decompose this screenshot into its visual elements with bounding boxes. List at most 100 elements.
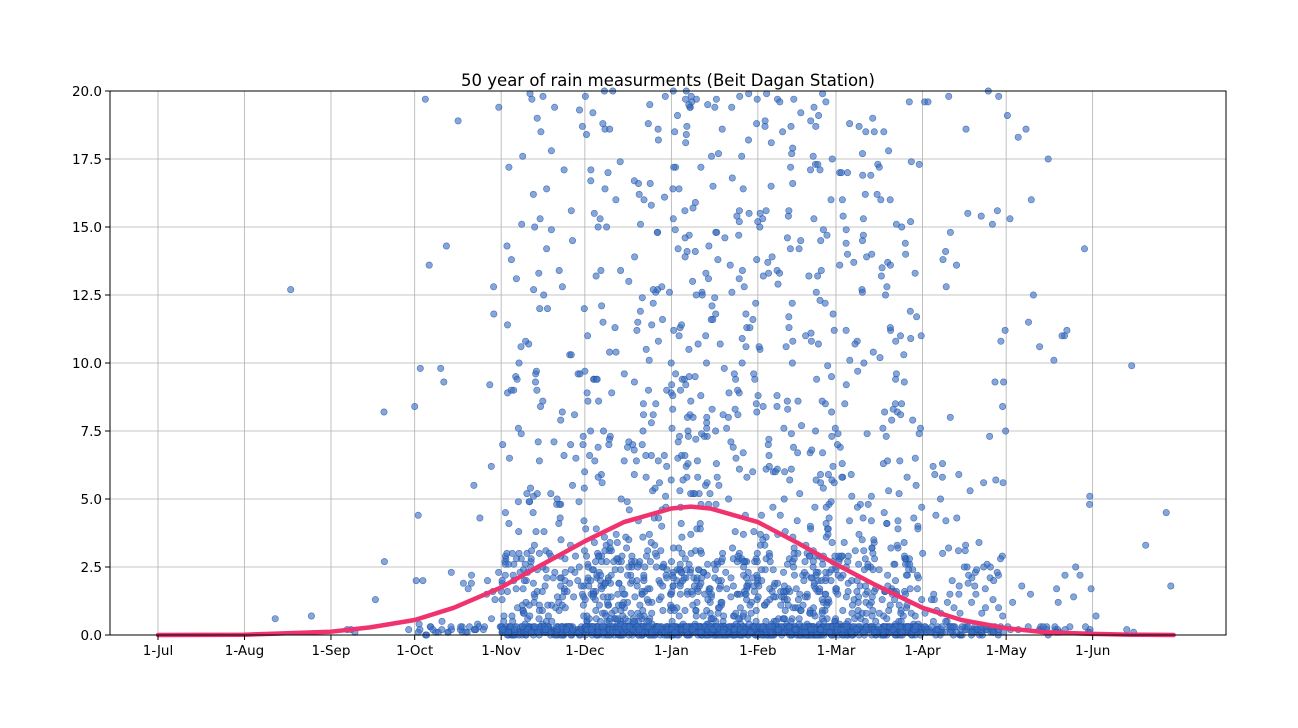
scatter-point — [689, 277, 697, 285]
scatter-point — [913, 313, 921, 321]
scatter-point — [953, 514, 961, 522]
scatter-point — [711, 566, 719, 574]
scatter-point — [438, 626, 446, 634]
scatter-point — [907, 218, 915, 226]
scatter-point — [499, 626, 507, 634]
scatter-point — [528, 95, 536, 103]
scatter-point — [617, 566, 625, 574]
scatter-point — [753, 408, 761, 416]
scatter-point — [503, 389, 511, 397]
scatter-point — [570, 593, 578, 601]
scatter-point — [698, 291, 706, 299]
x-tick-label: 1-May — [985, 643, 1026, 659]
scatter-point — [642, 451, 650, 459]
scatter-point — [560, 451, 568, 459]
scatter-point — [1070, 593, 1078, 601]
scatter-point — [735, 231, 743, 239]
y-tick-label: 12.5 — [72, 288, 102, 304]
scatter-point — [551, 103, 559, 111]
scatter-point — [595, 397, 603, 405]
scatter-point — [613, 538, 621, 546]
scatter-point — [674, 245, 682, 253]
scatter-point — [533, 114, 541, 122]
scatter-point — [687, 490, 695, 498]
scatter-point — [864, 500, 872, 508]
scatter-point — [599, 318, 607, 326]
scatter-point — [535, 457, 543, 465]
scatter-point — [725, 389, 733, 397]
scatter-point — [519, 585, 527, 593]
scatter-point — [594, 443, 602, 451]
scatter-point — [437, 364, 445, 372]
scatter-point — [1058, 332, 1066, 340]
scatter-point — [438, 617, 446, 625]
scatter-point — [635, 190, 643, 198]
scatter-point — [511, 626, 519, 634]
scatter-point — [575, 563, 583, 571]
scatter-point — [904, 623, 912, 631]
scatter-point — [709, 182, 717, 190]
scatter-point — [670, 163, 678, 171]
scatter-point — [589, 593, 597, 601]
scatter-point — [634, 318, 642, 326]
scatter-point — [978, 609, 986, 617]
scatter-point — [814, 272, 822, 280]
scatter-point — [459, 579, 467, 587]
scatter-point — [577, 582, 585, 590]
scatter-point — [614, 615, 622, 623]
scatter-point — [838, 196, 846, 204]
scatter-point — [709, 615, 717, 623]
scatter-point — [728, 103, 736, 111]
scatter-point — [825, 514, 833, 522]
scatter-point — [676, 590, 684, 598]
scatter-point — [498, 596, 506, 604]
scatter-point — [1029, 291, 1037, 299]
scatter-point — [886, 261, 894, 269]
scatter-point — [863, 430, 871, 438]
scatter-point — [557, 416, 565, 424]
scatter-point — [734, 386, 742, 394]
scatter-point — [558, 408, 566, 416]
scatter-point — [811, 503, 819, 511]
scatter-point — [694, 473, 702, 481]
scatter-point — [881, 291, 889, 299]
scatter-point — [774, 579, 782, 587]
scatter-point — [412, 577, 420, 585]
x-tick-label: 1-Oct — [396, 643, 433, 659]
scatter-point — [540, 528, 548, 536]
scatter-point — [503, 242, 511, 250]
scatter-point — [642, 473, 650, 481]
scatter-point — [981, 604, 989, 612]
scatter-point — [758, 577, 766, 585]
scatter-point — [682, 623, 690, 631]
scatter-point — [592, 615, 600, 623]
scatter-point — [548, 617, 556, 625]
scatter-point — [1006, 215, 1014, 223]
scatter-point — [580, 484, 588, 492]
scatter-point — [1000, 378, 1008, 386]
scatter-point — [728, 174, 736, 182]
scatter-point — [1128, 362, 1136, 370]
scatter-point — [454, 117, 462, 125]
scatter-point — [871, 555, 879, 563]
scatter-point — [950, 623, 958, 631]
scatter-point — [870, 128, 878, 136]
scatter-point — [918, 503, 926, 511]
scatter-point — [768, 253, 776, 261]
scatter-point — [608, 389, 616, 397]
scatter-point — [975, 538, 983, 546]
scatter-point — [711, 103, 719, 111]
scatter-point — [838, 460, 846, 468]
scatter-point — [961, 547, 969, 555]
scatter-point — [819, 449, 827, 457]
scatter-point — [512, 555, 520, 563]
scatter-point — [567, 351, 575, 359]
scatter-point — [682, 381, 690, 389]
scatter-point — [611, 606, 619, 614]
scatter-point — [765, 269, 773, 277]
scatter-point — [829, 310, 837, 318]
scatter-point — [724, 413, 732, 421]
scatter-point — [868, 250, 876, 258]
scatter-point — [851, 340, 859, 348]
scatter-point — [791, 604, 799, 612]
